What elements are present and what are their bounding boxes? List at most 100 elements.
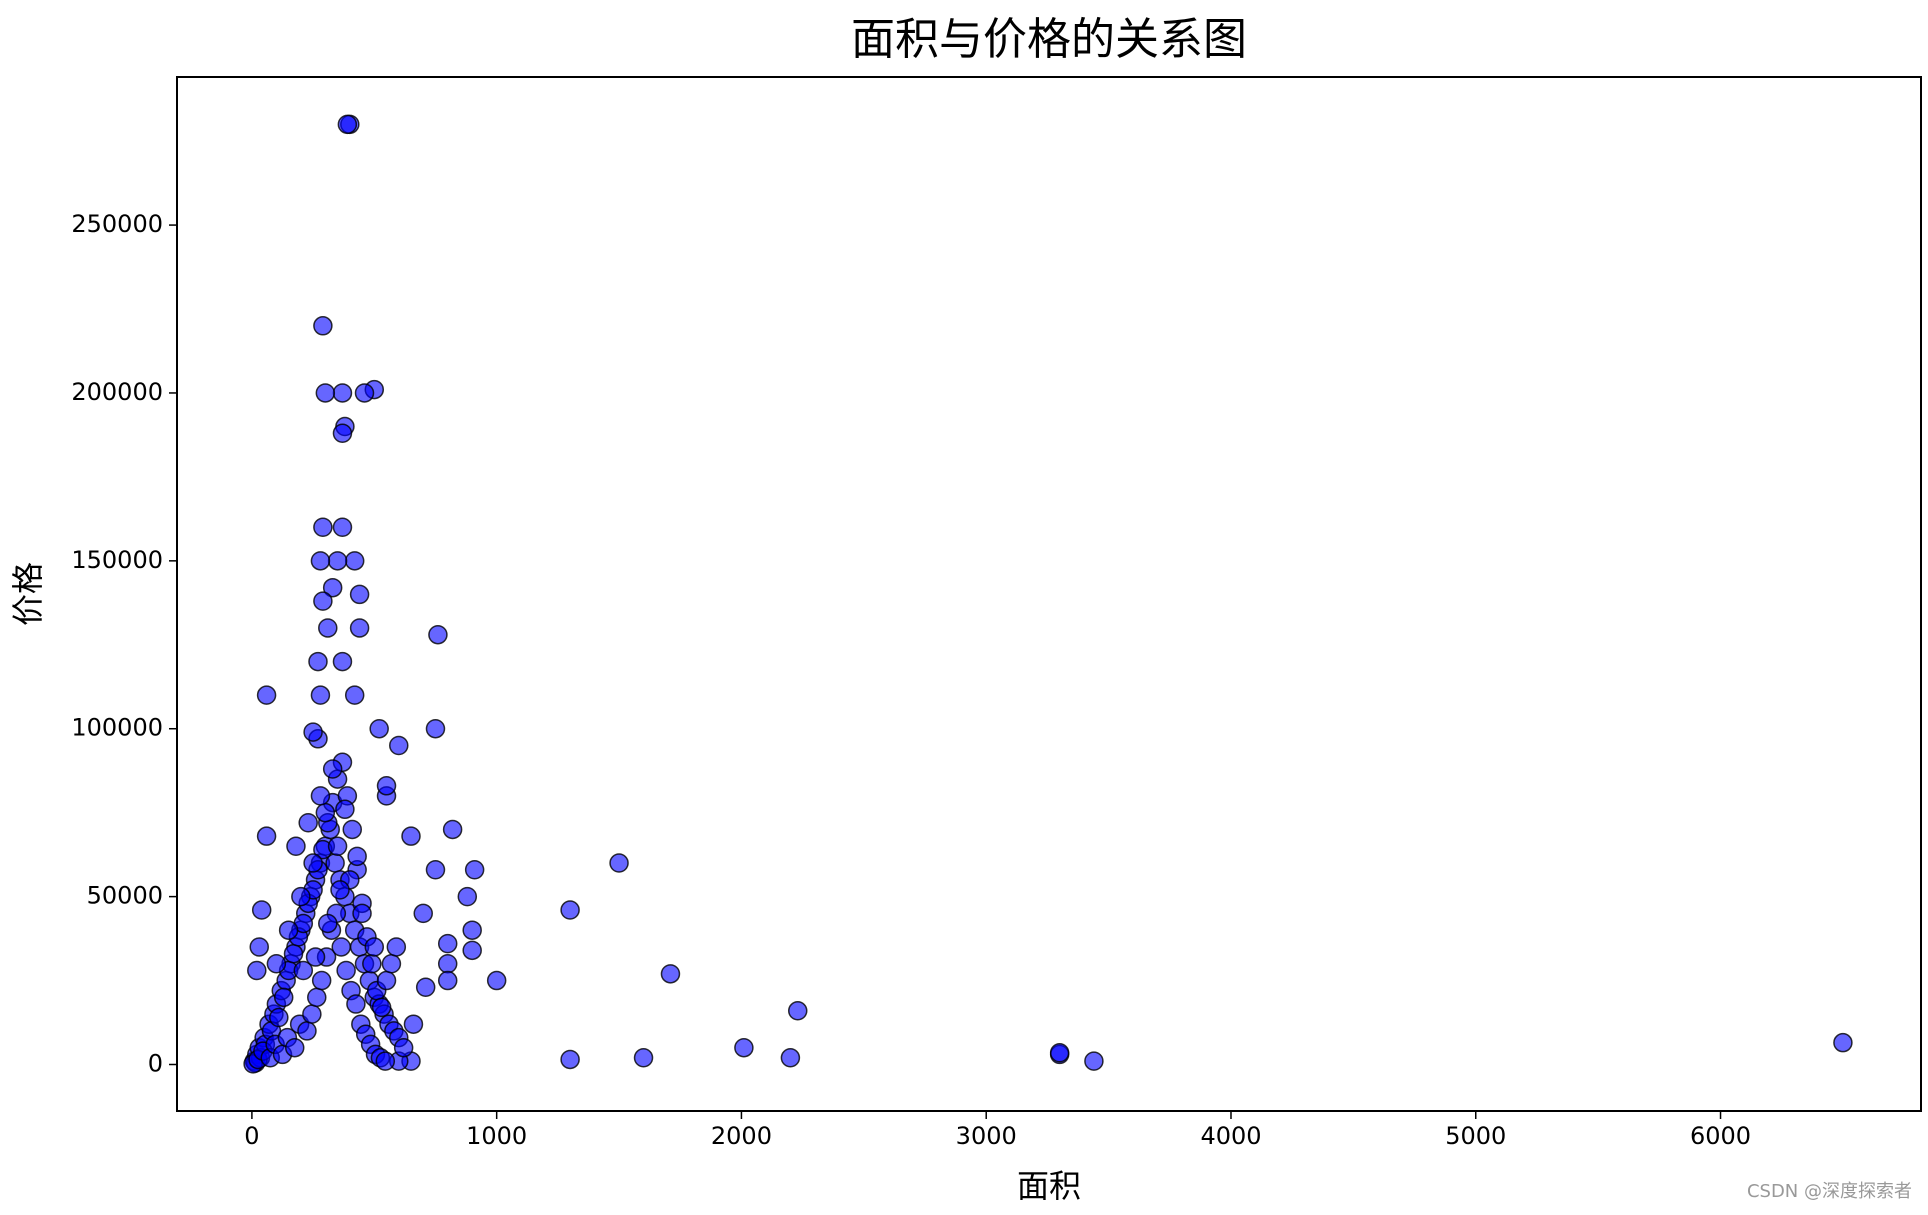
y-axis-label: 价格 — [9, 562, 47, 626]
point — [251, 900, 272, 920]
point — [310, 685, 331, 705]
point — [302, 1004, 322, 1024]
point — [376, 970, 397, 991]
point — [415, 977, 436, 998]
point — [437, 970, 458, 991]
point — [734, 1037, 754, 1058]
point — [336, 960, 356, 981]
point — [247, 960, 267, 981]
point — [386, 937, 407, 957]
point — [318, 913, 338, 934]
point — [311, 970, 332, 991]
point — [313, 517, 333, 538]
point — [560, 1049, 580, 1070]
point — [283, 943, 304, 964]
y-tick-label: 0 — [148, 1049, 163, 1077]
point — [266, 954, 287, 974]
point — [284, 1037, 305, 1058]
point — [437, 933, 458, 954]
point — [303, 853, 323, 873]
point — [344, 685, 365, 705]
point — [342, 819, 363, 840]
point — [318, 618, 338, 638]
point — [327, 551, 348, 571]
point — [352, 903, 372, 924]
point — [310, 551, 331, 571]
y-tick-label: 250000 — [71, 210, 163, 238]
point — [1084, 1051, 1104, 1071]
point — [310, 786, 331, 806]
point — [305, 947, 326, 967]
point — [437, 954, 458, 974]
point — [464, 860, 485, 880]
point — [330, 880, 350, 900]
point — [364, 937, 385, 957]
point — [332, 383, 353, 403]
point — [286, 836, 306, 856]
point — [307, 987, 327, 1008]
point — [660, 964, 681, 984]
point — [344, 551, 365, 571]
point — [362, 954, 382, 974]
point — [428, 624, 448, 645]
point — [486, 970, 507, 991]
point — [315, 383, 336, 403]
point — [278, 920, 299, 940]
point — [349, 584, 370, 605]
x-tick-label: 1000 — [466, 1122, 527, 1150]
point — [389, 735, 409, 756]
point — [347, 846, 367, 867]
point — [291, 886, 311, 907]
point — [413, 903, 433, 924]
point — [349, 618, 370, 638]
point — [303, 722, 323, 742]
chart-title: 面积与价格的关系图 — [851, 14, 1247, 65]
point — [462, 940, 482, 961]
y-tick-label: 200000 — [71, 378, 163, 406]
point — [249, 937, 269, 957]
x-tick-label: 0 — [244, 1122, 259, 1150]
point — [369, 718, 389, 739]
point — [633, 1048, 654, 1068]
point — [462, 920, 482, 940]
point — [457, 886, 478, 907]
point — [403, 1014, 424, 1034]
x-tick-label: 3000 — [956, 1122, 1017, 1150]
point — [401, 826, 421, 846]
point — [425, 718, 446, 739]
point — [393, 1037, 414, 1058]
point — [298, 812, 318, 833]
point — [293, 960, 314, 981]
point — [331, 937, 351, 957]
point — [313, 591, 333, 611]
point — [332, 423, 353, 444]
x-tick-label: 5000 — [1445, 1122, 1506, 1150]
point — [560, 900, 580, 920]
point — [332, 651, 353, 672]
point — [371, 997, 392, 1018]
point — [381, 954, 402, 974]
point — [354, 383, 375, 403]
y-tick-label: 150000 — [71, 546, 163, 574]
y-tick-label: 50000 — [87, 882, 163, 910]
point — [332, 517, 353, 538]
point — [269, 1007, 289, 1028]
x-tick-label: 4000 — [1200, 1122, 1261, 1150]
point — [315, 802, 336, 823]
watermark: CSDN @深度探索者 — [1747, 1181, 1912, 1202]
point — [308, 651, 328, 672]
y-tick-label: 100000 — [71, 714, 163, 742]
point — [322, 577, 343, 598]
point — [346, 994, 366, 1014]
point — [256, 685, 277, 705]
point — [442, 819, 463, 840]
point — [273, 987, 294, 1008]
point — [1833, 1032, 1853, 1053]
x-axis-label: 面积 — [1017, 1167, 1081, 1205]
point — [256, 826, 277, 846]
point — [335, 799, 355, 820]
point — [327, 836, 348, 856]
point — [787, 1001, 808, 1021]
